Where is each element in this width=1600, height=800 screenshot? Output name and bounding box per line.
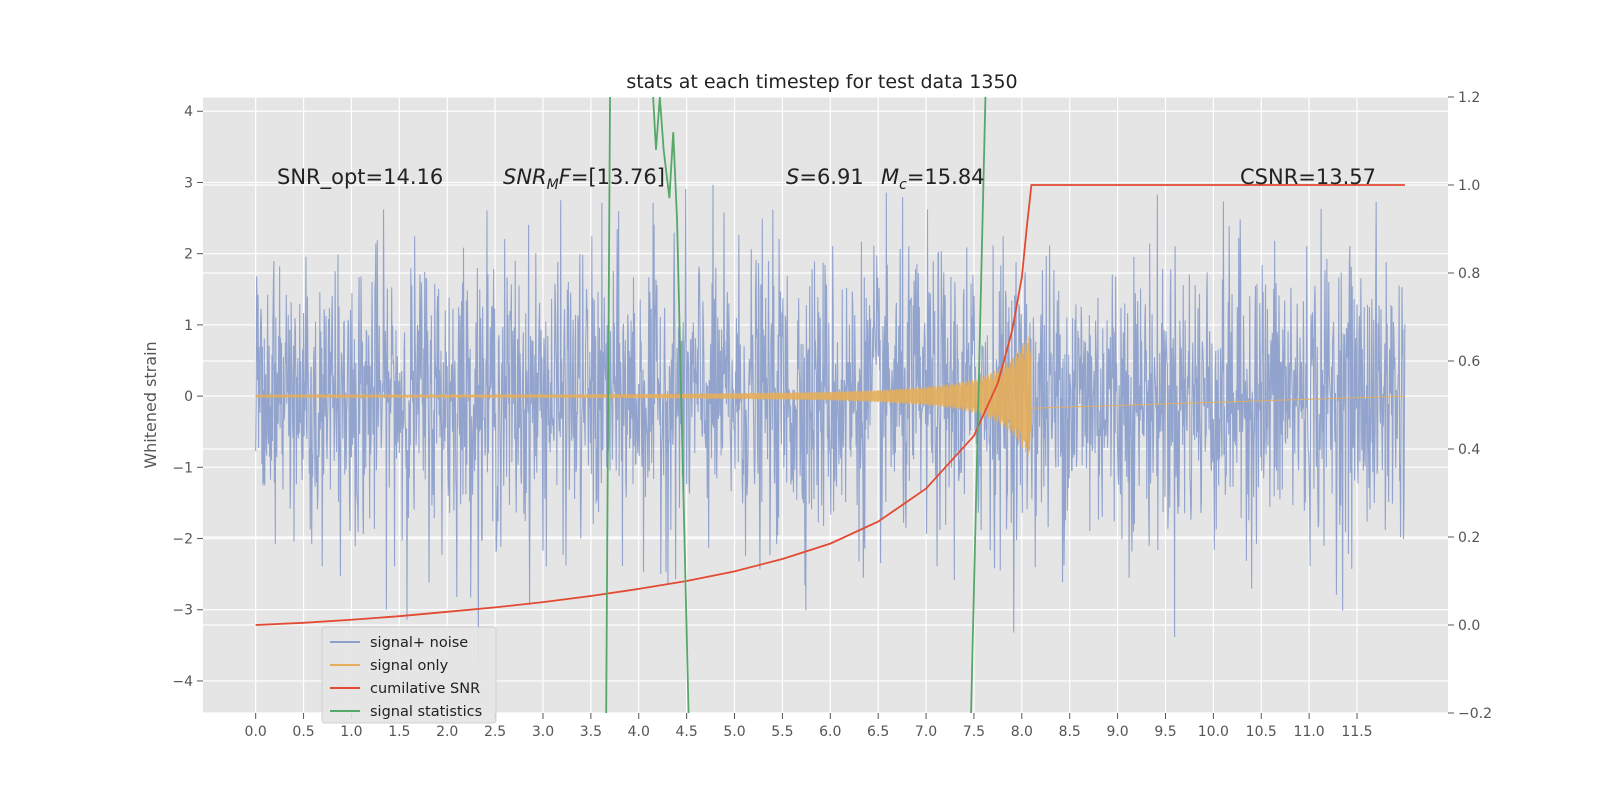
x-tick-label: 4.0 [628, 724, 650, 740]
x-tick-label: 9.5 [1154, 724, 1176, 740]
y2-tick-label: 0.4 [1458, 442, 1480, 458]
x-tick-label: 4.5 [676, 724, 698, 740]
mc-value: =15.84 [907, 165, 985, 189]
legend-box [321, 626, 497, 724]
annotation-snr-mf: SNRMF=[13.76] [503, 165, 665, 193]
series-signal-statistics [652, 97, 690, 713]
x-tick-label: 2.5 [484, 724, 506, 740]
x-tick-label: 11.0 [1294, 724, 1325, 740]
y2-tick-label: 0.8 [1458, 266, 1480, 282]
x-tick-label: 1.0 [340, 724, 362, 740]
x-tick-label: 5.0 [723, 724, 745, 740]
x-tick-label: 2.0 [436, 724, 458, 740]
annotation-csnr: CSNR=13.57 [1240, 165, 1376, 189]
x-tick-label: 3.5 [580, 724, 602, 740]
legend-label: signal+ noise [370, 635, 468, 651]
y2-tick-label: −0.2 [1458, 706, 1492, 722]
x-tick-label: 8.0 [1011, 724, 1033, 740]
annotation-s: S=6.91 [786, 165, 864, 189]
y2-tick-label: 0.6 [1458, 354, 1480, 370]
y-tick-label: −3 [172, 603, 193, 619]
y-tick-label: −1 [172, 460, 193, 476]
y-tick-label: 3 [184, 175, 193, 191]
y-tick-label: −2 [172, 532, 193, 548]
y-tick-label: 4 [184, 104, 193, 120]
y-tick-label: 2 [184, 247, 193, 263]
s-value: =6.91 [799, 165, 863, 189]
series-signal-statistics [605, 97, 611, 713]
y2-tick-label: 0.2 [1458, 530, 1480, 546]
snr-mf-rest: F=[13.76] [559, 165, 665, 189]
y-axis-label: Whitened strain [141, 341, 160, 468]
right-axis: −0.2 0.0 0.2 0.4 0.6 0.8 1.0 1.2 [1448, 90, 1492, 722]
y2-tick-label: 1.2 [1458, 90, 1480, 106]
y-tick-label: 1 [184, 318, 193, 334]
y-tick-label: 0 [184, 389, 193, 405]
snr-mf-value: =[13.76] [571, 165, 665, 189]
x-tick-label: 0.0 [245, 724, 267, 740]
left-axis: −4 −3 −2 −1 0 1 2 3 4 [172, 104, 203, 690]
annotation-mc: Mc=15.84 [881, 165, 985, 193]
x-tick-label: 5.5 [771, 724, 793, 740]
chart-title: stats at each timestep for test data 135… [626, 71, 1017, 93]
x-tick-label: 3.0 [532, 724, 554, 740]
s-var: S [786, 165, 799, 189]
y2-tick-label: 1.0 [1458, 178, 1480, 194]
x-tick-label: 0.5 [292, 724, 314, 740]
x-axis: 0.0 0.5 1.0 1.5 2.0 2.5 3.0 3.5 4.0 4.5 5.0 5.5 6.0 6… [245, 713, 1373, 740]
series-signal-only [255, 336, 1405, 455]
mc-var: M [881, 165, 899, 189]
annotation-snr-opt: SNR_opt=14.16 [277, 165, 443, 190]
x-tick-label: 9.0 [1106, 724, 1128, 740]
x-tick-label: 7.5 [963, 724, 985, 740]
plot-content [255, 97, 1406, 713]
series-signal-noise [255, 184, 1406, 664]
x-tick-label: 6.5 [867, 724, 889, 740]
snr-mf-var: SNR [503, 165, 547, 189]
mc-sub: c [899, 177, 907, 193]
legend: signal+ noise signal only cumilative SNR si… [321, 626, 497, 724]
x-tick-label: 7.0 [915, 724, 937, 740]
x-tick-label: 10.0 [1198, 724, 1229, 740]
x-tick-label: 10.5 [1246, 724, 1277, 740]
x-tick-label: 11.5 [1341, 724, 1372, 740]
x-tick-label: 8.5 [1059, 724, 1081, 740]
x-tick-label: 1.5 [388, 724, 410, 740]
y-tick-label: −4 [172, 674, 193, 690]
x-tick-label: 6.0 [819, 724, 841, 740]
y2-tick-label: 0.0 [1458, 618, 1480, 634]
snr-mf-f: F [559, 165, 572, 189]
series-signal-statistics [970, 97, 987, 713]
series-cumulative-snr [255, 184, 1405, 626]
legend-label: signal only [370, 658, 449, 674]
legend-label: cumilative SNR [370, 681, 480, 697]
legend-label: signal statistics [370, 704, 482, 720]
snr-mf-sub: M [547, 177, 559, 193]
